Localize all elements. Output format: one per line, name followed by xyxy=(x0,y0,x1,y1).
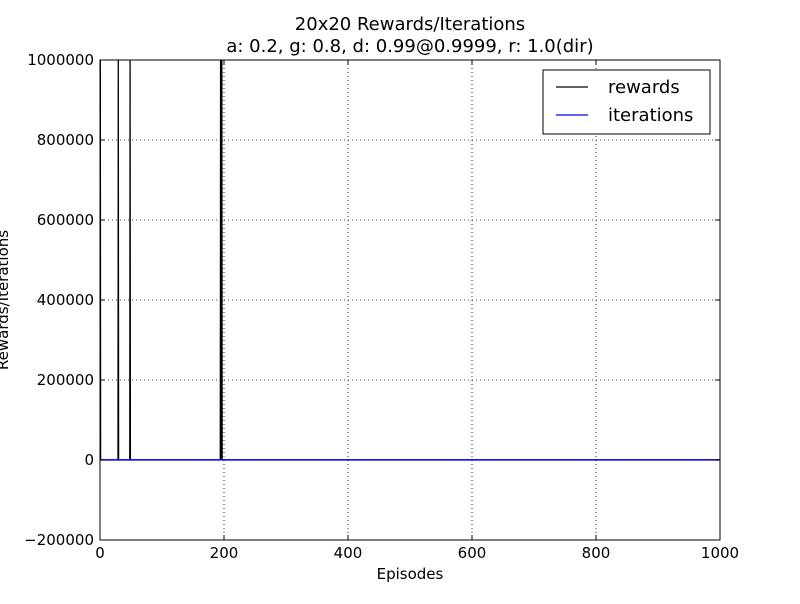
x-tick-label: 400 xyxy=(334,544,363,562)
chart-subtitle: a: 0.2, g: 0.8, d: 0.99@0.9999, r: 1.0(d… xyxy=(226,36,593,57)
y-tick-label: −200000 xyxy=(24,531,94,549)
legend-box xyxy=(542,69,711,135)
x-axis-label: Episodes xyxy=(377,565,444,583)
series-group xyxy=(100,60,720,461)
y-tick-label: 600000 xyxy=(37,211,94,229)
x-tick-label: 1000 xyxy=(701,544,739,562)
y-tick-label: 400000 xyxy=(37,291,94,309)
legend-label-iterations: iterations xyxy=(608,105,693,126)
plot-area xyxy=(100,60,720,461)
y-tick-label: 800000 xyxy=(37,131,94,149)
y-tick-label: 0 xyxy=(84,451,94,469)
y-tick-label: 1000000 xyxy=(27,51,94,69)
y-tick-label: 200000 xyxy=(37,371,94,389)
legend: rewards iterations xyxy=(542,69,711,135)
y-axis-label: Rewards/Iterations xyxy=(0,230,12,370)
axis-ticks: 0 200 400 600 800 1000−2000000200000400000600… xyxy=(24,51,739,562)
grid xyxy=(100,60,720,540)
x-tick-label: 800 xyxy=(582,544,611,562)
chart-title: 20x20 Rewards/Iterations xyxy=(295,14,525,35)
x-tick-label: 0 xyxy=(95,544,105,562)
legend-label-rewards: rewards xyxy=(608,77,680,98)
x-tick-label: 200 xyxy=(210,544,239,562)
x-tick-label: 600 xyxy=(458,544,487,562)
